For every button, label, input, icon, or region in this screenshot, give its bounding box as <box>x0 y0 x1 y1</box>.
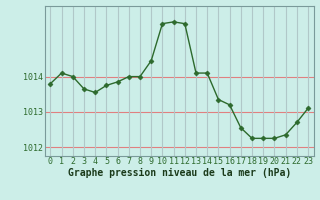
X-axis label: Graphe pression niveau de la mer (hPa): Graphe pression niveau de la mer (hPa) <box>68 168 291 178</box>
